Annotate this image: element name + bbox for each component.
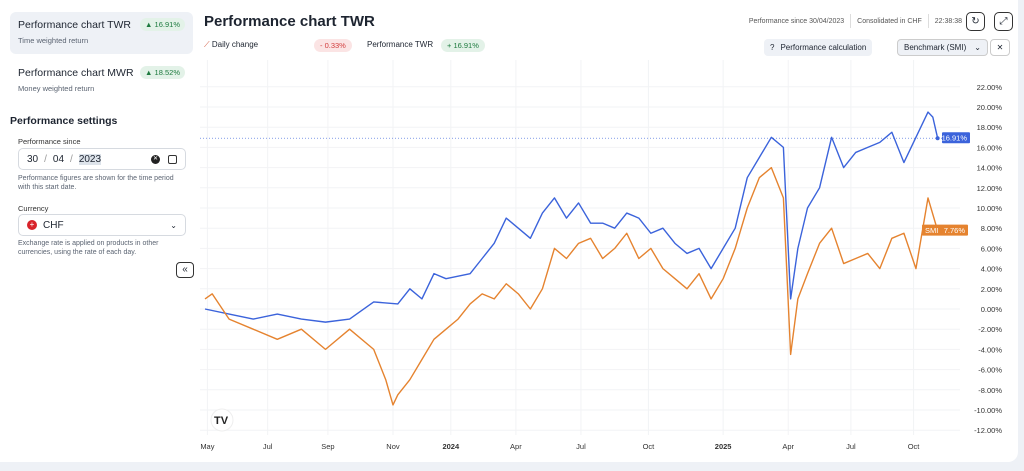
currency-help: Exchange rate is applied on products in … xyxy=(18,240,159,256)
series-line-twr xyxy=(204,111,939,323)
x-tick-label: Sep xyxy=(321,442,334,451)
y-tick-label: -12.00% xyxy=(974,426,1002,435)
swiss-flag-icon: + xyxy=(27,220,37,230)
twr-last-badge xyxy=(942,132,970,144)
performance-since: Performance since 30/04/2023 xyxy=(748,17,845,25)
x-tick-label: 2024 xyxy=(442,442,460,451)
y-tick-label: 2.00% xyxy=(981,285,1003,294)
y-tick-label: -6.00% xyxy=(978,366,1002,375)
x-tick-label: Jul xyxy=(263,442,273,451)
date-input[interactable]: 30 / 04 / 2023 ✕ xyxy=(18,148,186,170)
x-tick-label: Jul xyxy=(576,442,586,451)
smi-last-badge xyxy=(922,224,968,236)
y-tick-label: 0.00% xyxy=(981,305,1003,314)
chart-option-header: Performance chart MWR ▲ 18.52% xyxy=(18,66,185,79)
currency-value: CHF xyxy=(43,219,64,231)
remove-benchmark-button[interactable]: ✕ xyxy=(990,39,1010,56)
x-tick-label: Apr xyxy=(782,442,794,451)
smi-last-value: 7.76% xyxy=(944,226,966,235)
y-tick-label: 10.00% xyxy=(977,204,1003,213)
daily-change-toggle[interactable]: ⟋ Daily change xyxy=(204,40,258,50)
y-tick-label: -8.00% xyxy=(978,386,1002,395)
smi-series-name: SMI xyxy=(925,226,938,235)
consolidated-currency: Consolidated in CHF xyxy=(857,17,922,25)
performance-badge: + 16.91% xyxy=(441,39,485,52)
refresh-icon: ↻ xyxy=(971,16,980,27)
currency-select[interactable]: + CHF ⌄ xyxy=(18,214,186,236)
calc-button-label: Performance calculation xyxy=(780,43,867,52)
info-shield-icon: ? xyxy=(770,43,775,52)
y-tick-label: -4.00% xyxy=(978,345,1002,354)
y-tick-label: 18.00% xyxy=(977,123,1003,132)
chart-option-title: Performance chart MWR xyxy=(18,66,134,79)
y-tick-label: 14.00% xyxy=(977,164,1003,173)
date-year[interactable]: 2023 xyxy=(78,153,102,165)
chart-option-header: Performance chart TWR ▲ 16.91% xyxy=(18,18,185,31)
last-point xyxy=(935,136,940,141)
benchmark-select[interactable]: Benchmark (SMI) ⌄ xyxy=(897,39,988,56)
y-tick-label: -10.00% xyxy=(974,406,1002,415)
y-tick-label: 16.00% xyxy=(977,143,1003,152)
x-tick-label: Oct xyxy=(643,442,656,451)
y-tick-label: 22.00% xyxy=(977,83,1003,92)
performance-label: Performance TWR xyxy=(367,40,434,49)
sidebar: Performance chart TWR ▲ 16.91% Time weig… xyxy=(0,0,196,462)
daily-change-label: Daily change xyxy=(211,40,259,49)
performance-chart[interactable]: 22.00% 20.00% 18.00% 16.00% 14.00% 12.00% 10.0… xyxy=(200,60,1020,460)
chart-option-subtitle: Time weighted return xyxy=(18,36,89,45)
y-tick-label: 20.00% xyxy=(977,103,1003,112)
mwr-value-badge: ▲ 18.52% xyxy=(140,66,185,79)
header-meta: Performance since 30/04/2023 Consolidate… xyxy=(749,14,962,28)
chart-option-title: Performance chart TWR xyxy=(18,18,132,31)
x-tick-label: 2025 xyxy=(715,442,732,451)
divider xyxy=(850,14,852,28)
date-month[interactable]: 04 xyxy=(52,153,65,165)
date-sep: / xyxy=(44,153,47,165)
currency-label: Currency xyxy=(18,204,49,213)
series-line-smi xyxy=(204,166,939,406)
daily-change-badge: - 0.33% xyxy=(314,39,352,52)
x-tick-label: Oct xyxy=(908,442,921,451)
chart-option-mwr[interactable]: Performance chart MWR ▲ 18.52% Money wei… xyxy=(10,60,193,102)
expand-icon: ⤢ xyxy=(999,16,1008,27)
svg-text:TV: TV xyxy=(214,415,229,427)
y-tick-label: -2.00% xyxy=(978,325,1002,334)
since-label: Performance since xyxy=(18,137,81,146)
settings-heading: Performance settings xyxy=(10,115,118,127)
y-tick-label: 6.00% xyxy=(981,244,1003,253)
clear-icon[interactable]: ✕ xyxy=(151,154,160,164)
x-tick-label: Apr xyxy=(510,442,522,451)
date-day[interactable]: 30 xyxy=(27,153,39,165)
x-tick-label: Nov xyxy=(386,442,400,451)
chevron-down-icon: ⌄ xyxy=(170,220,177,230)
tradingview-logo: TV xyxy=(210,408,234,432)
twr-last-value: 16.91% xyxy=(942,134,968,143)
x-tick-label: May xyxy=(200,442,214,451)
calendar-icon[interactable] xyxy=(168,154,177,164)
collapse-sidebar-button[interactable]: « xyxy=(176,262,194,278)
x-tick-label: Jul xyxy=(846,442,856,451)
benchmark-label: Benchmark (SMI) xyxy=(904,43,967,52)
chart-option-twr[interactable]: Performance chart TWR ▲ 16.91% Time weig… xyxy=(10,12,193,54)
date-sep: / xyxy=(70,153,73,165)
y-tick-label: 12.00% xyxy=(977,184,1003,193)
chart-option-subtitle: Money weighted return xyxy=(18,84,95,93)
fullscreen-button[interactable]: ⤢ xyxy=(994,12,1013,31)
page-title: Performance chart TWR xyxy=(204,13,375,30)
refresh-button[interactable]: ↻ xyxy=(966,12,985,31)
twr-value-badge: ▲ 16.91% xyxy=(140,18,185,31)
chevron-down-icon: ⌄ xyxy=(974,43,981,52)
divider xyxy=(927,14,929,28)
line-chart-icon: ⟋ xyxy=(204,40,210,49)
y-tick-label: 8.00% xyxy=(981,224,1003,233)
last-update-time: 22:38:38 xyxy=(934,17,962,25)
since-help: Performance figures are shown for the ti… xyxy=(18,175,174,191)
y-tick-label: 4.00% xyxy=(981,265,1003,274)
performance-calculation-button[interactable]: ? Performance calculation xyxy=(764,39,873,56)
